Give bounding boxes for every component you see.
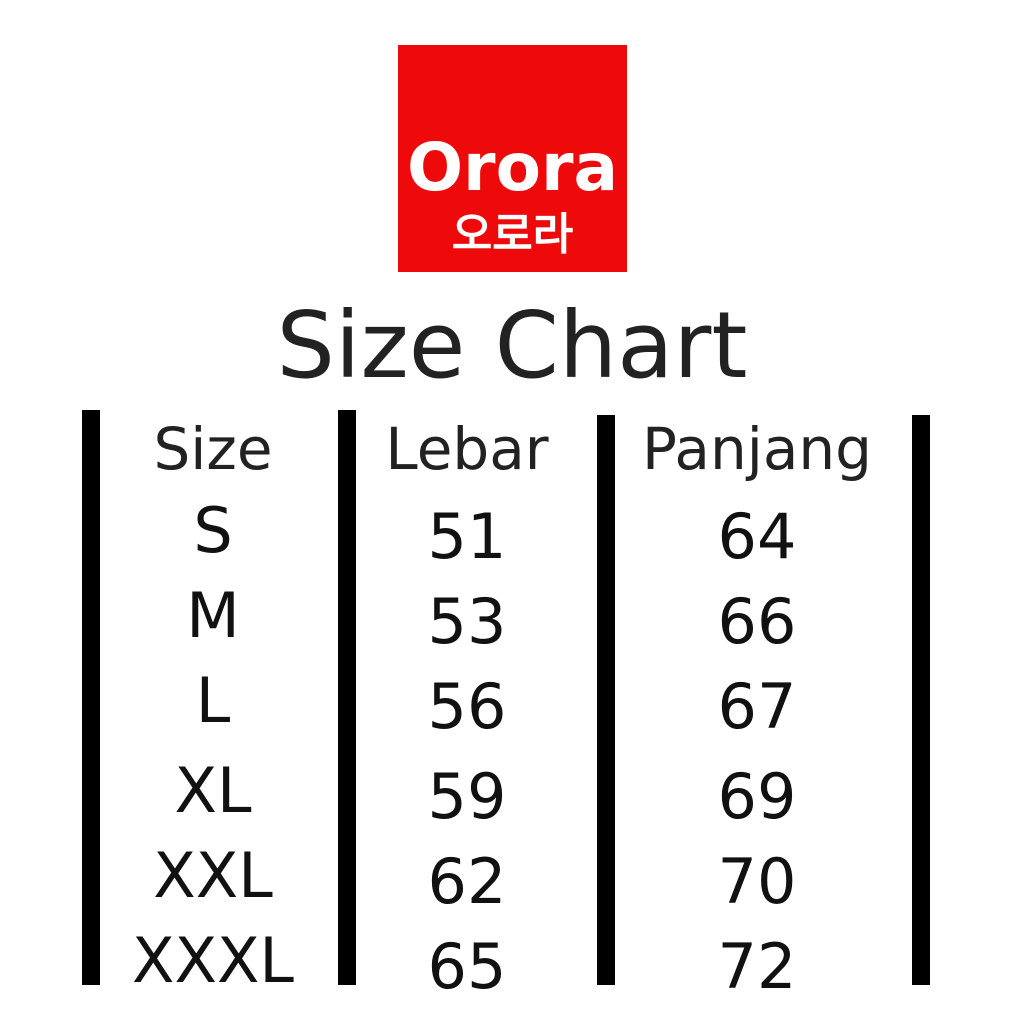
table-cell: L: [195, 664, 231, 737]
column-header: Size: [153, 415, 273, 483]
table-cell: 72: [717, 930, 797, 1003]
table-cell: XL: [174, 754, 252, 827]
column-divider: [82, 410, 100, 985]
table-cell: 62: [427, 845, 507, 918]
table-cell: 53: [427, 585, 507, 658]
page-title: Size Chart: [276, 292, 748, 399]
table-cell: 67: [717, 670, 797, 743]
table-cell: M: [186, 579, 240, 652]
brand-name-korean: 오로라: [451, 209, 574, 260]
table-cell: S: [193, 494, 233, 567]
column-divider: [912, 415, 930, 985]
table-cell: 56: [427, 670, 507, 743]
table-cell: 69: [717, 760, 797, 833]
column-divider: [597, 415, 615, 985]
table-cell: 70: [717, 845, 797, 918]
brand-logo: Orora 오로라: [398, 45, 627, 272]
column-header: Lebar: [385, 415, 549, 483]
table-cell: 59: [427, 760, 507, 833]
table-cell: XXXL: [132, 924, 294, 997]
column-divider: [338, 410, 356, 985]
table-cell: 65: [427, 930, 507, 1003]
table-cell: 64: [717, 500, 797, 573]
table-cell: XXL: [153, 839, 273, 912]
table-cell: 51: [427, 500, 507, 573]
brand-name: Orora: [406, 129, 619, 206]
column-header: Panjang: [642, 415, 872, 483]
table-cell: 66: [717, 585, 797, 658]
